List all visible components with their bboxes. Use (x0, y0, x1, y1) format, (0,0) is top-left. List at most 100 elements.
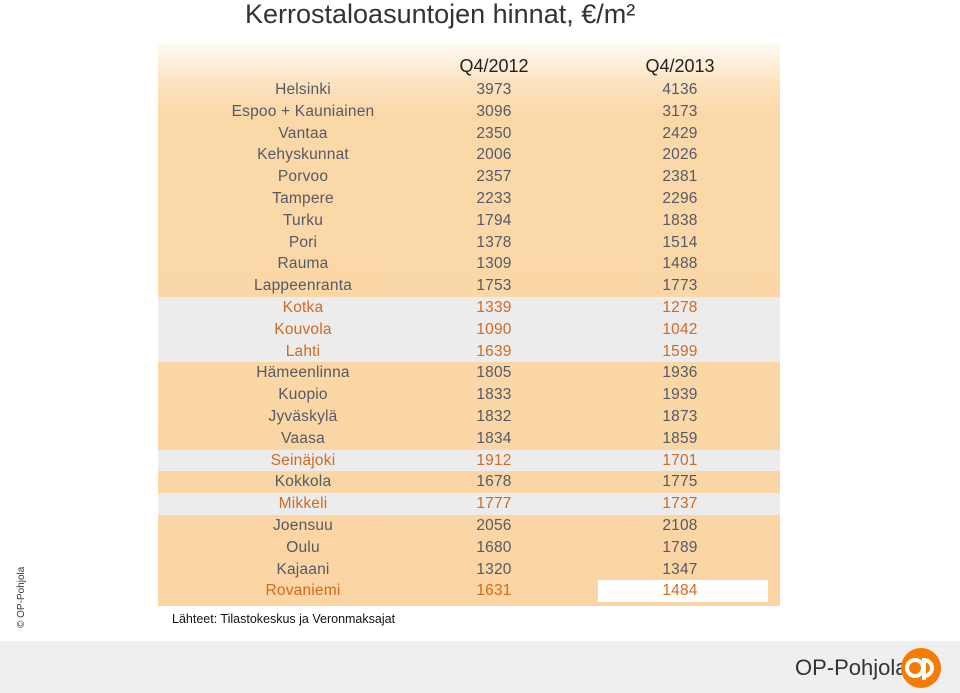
copyright-note: © OP-Pohjola (16, 566, 27, 628)
column-header-q4-2013: Q4/2013 (645, 56, 715, 76)
price-q4-2013: 2296 (662, 190, 698, 207)
table-row: Vaasa 1834 1859 (158, 428, 780, 450)
price-q4-2013: 1838 (662, 211, 698, 229)
price-q4-2012: 1678 (476, 473, 512, 491)
city-name: Helsinki (275, 81, 331, 98)
city-name: Pori (288, 233, 318, 251)
city-name: Turku (282, 211, 324, 229)
table-row: Turku 1794 1838 (158, 210, 780, 232)
column-header-q4-2012: Q4/2012 (459, 56, 529, 76)
table-row: Seinäjoki 1912 1701 (158, 449, 780, 472)
price-q4-2012: 2350 (476, 124, 512, 142)
city-name: Kotka (282, 299, 324, 316)
table-row: Kehyskunnat 2006 2026 (158, 144, 780, 166)
price-q4-2013: 1789 (662, 538, 698, 556)
price-q4-2012: 1832 (476, 408, 512, 425)
city-name: Espoo + Kauniainen (231, 102, 375, 120)
price-q4-2013: 2381 (662, 168, 698, 186)
city-name: Kehyskunnat (257, 146, 349, 164)
price-q4-2012: 1912 (476, 451, 512, 469)
city-name: Vantaa (278, 124, 328, 142)
table-row: Rauma 1309 1488 (158, 253, 780, 275)
table-row: Rovaniemi 1631 1484 (158, 580, 780, 603)
price-q4-2013: 4136 (662, 81, 698, 98)
table-row: Hämeenlinna 1805 1936 (158, 362, 780, 384)
price-q4-2013: 1939 (662, 386, 698, 404)
city-name: Porvoo (277, 168, 329, 186)
price-q4-2012: 2233 (476, 190, 512, 207)
table-row: Kokkola 1678 1775 (158, 471, 780, 493)
price-q4-2012: 2006 (476, 146, 512, 164)
table-row: Kuopio 1833 1939 (158, 384, 780, 406)
price-q4-2013: 3173 (662, 102, 698, 120)
price-q4-2012: 1090 (476, 320, 512, 338)
logo-text: OP-Pohjola (795, 655, 908, 680)
price-q4-2013: 2429 (662, 124, 698, 142)
price-q4-2012: 1794 (476, 211, 512, 229)
city-name: Rauma (277, 255, 329, 273)
price-q4-2013: 1873 (662, 408, 698, 425)
price-q4-2012: 1753 (476, 277, 512, 295)
city-name: Kouvola (274, 320, 332, 338)
price-q4-2012: 1834 (476, 429, 512, 447)
city-name: Kajaani (276, 560, 330, 578)
city-name: Oulu (286, 538, 320, 556)
price-q4-2013: 1347 (662, 560, 698, 578)
table-row: Mikkeli 1777 1737 (158, 493, 780, 515)
city-name: Lahti (285, 342, 321, 360)
price-q4-2012: 1639 (476, 342, 512, 360)
price-q4-2012: 1777 (476, 495, 512, 513)
city-name: Lappeenranta (253, 277, 353, 295)
price-q4-2013: 1775 (662, 473, 698, 491)
table-row: Porvoo 2357 2381 (158, 166, 780, 188)
price-q4-2012: 3973 (476, 81, 512, 98)
price-q4-2013: 2108 (662, 517, 698, 534)
table-row: Pori 1378 1514 (158, 232, 780, 254)
price-q4-2013: 1701 (662, 451, 698, 469)
table-row: Lappeenranta 1753 1773 (158, 275, 780, 297)
price-q4-2012: 3096 (476, 102, 512, 120)
city-name: Mikkeli (278, 495, 328, 513)
price-q4-2012: 1339 (476, 299, 512, 316)
price-q4-2013: 1278 (662, 299, 698, 316)
city-name: Tampere (272, 190, 334, 207)
table-row: Tampere 2233 2296 (158, 188, 780, 210)
footer-bar (0, 641, 960, 693)
city-name: Vaasa (281, 429, 325, 447)
city-name: Seinäjoki (270, 451, 336, 469)
price-q4-2013: 1042 (662, 320, 698, 338)
table-row: Vantaa 2350 2429 (158, 123, 780, 145)
table-row: Jyväskylä 1832 1873 (158, 406, 780, 428)
city-name: Rovaniemi (265, 582, 341, 600)
price-q4-2012: 1833 (476, 386, 512, 404)
city-name: Kokkola (274, 473, 332, 491)
price-q4-2012: 2056 (476, 517, 512, 534)
page-title: Kerrostaloasuntojen hinnat, €/m² (245, 0, 636, 29)
price-q4-2013: 1936 (662, 364, 698, 382)
city-name: Joensuu (272, 517, 333, 534)
city-name: Hämeenlinna (256, 364, 350, 382)
price-q4-2013: 1514 (662, 233, 698, 251)
city-name: Jyväskylä (268, 408, 338, 425)
table-row: Kajaani 1320 1347 (158, 559, 780, 581)
price-q4-2012: 1309 (476, 255, 512, 273)
op-logo-icon (901, 648, 941, 688)
price-q4-2013: 1859 (662, 429, 698, 447)
price-q4-2012: 1378 (476, 233, 512, 251)
price-q4-2013: 1599 (662, 342, 698, 360)
price-q4-2013: 1773 (662, 277, 698, 295)
table-row: Espoo + Kauniainen 3096 3173 (158, 101, 780, 123)
price-q4-2012: 1805 (476, 364, 512, 382)
sources-note: Lähteet: Tilastokeskus ja Veronmaksajat (172, 612, 396, 626)
price-q4-2012: 1320 (476, 560, 512, 578)
table-row: Joensuu 2056 2108 (158, 515, 780, 537)
price-q4-2013: 1488 (662, 255, 698, 273)
price-q4-2013: 2026 (662, 146, 698, 164)
table-row: Lahti 1639 1599 (158, 340, 780, 363)
price-q4-2012: 1680 (476, 538, 512, 556)
table-row: Oulu 1680 1789 (158, 537, 780, 559)
price-q4-2013: 1484 (662, 582, 698, 600)
table-row: Kouvola 1090 1042 (158, 318, 780, 341)
price-q4-2013: 1737 (662, 495, 698, 513)
table-row: Helsinki 3973 4136 (158, 79, 780, 101)
